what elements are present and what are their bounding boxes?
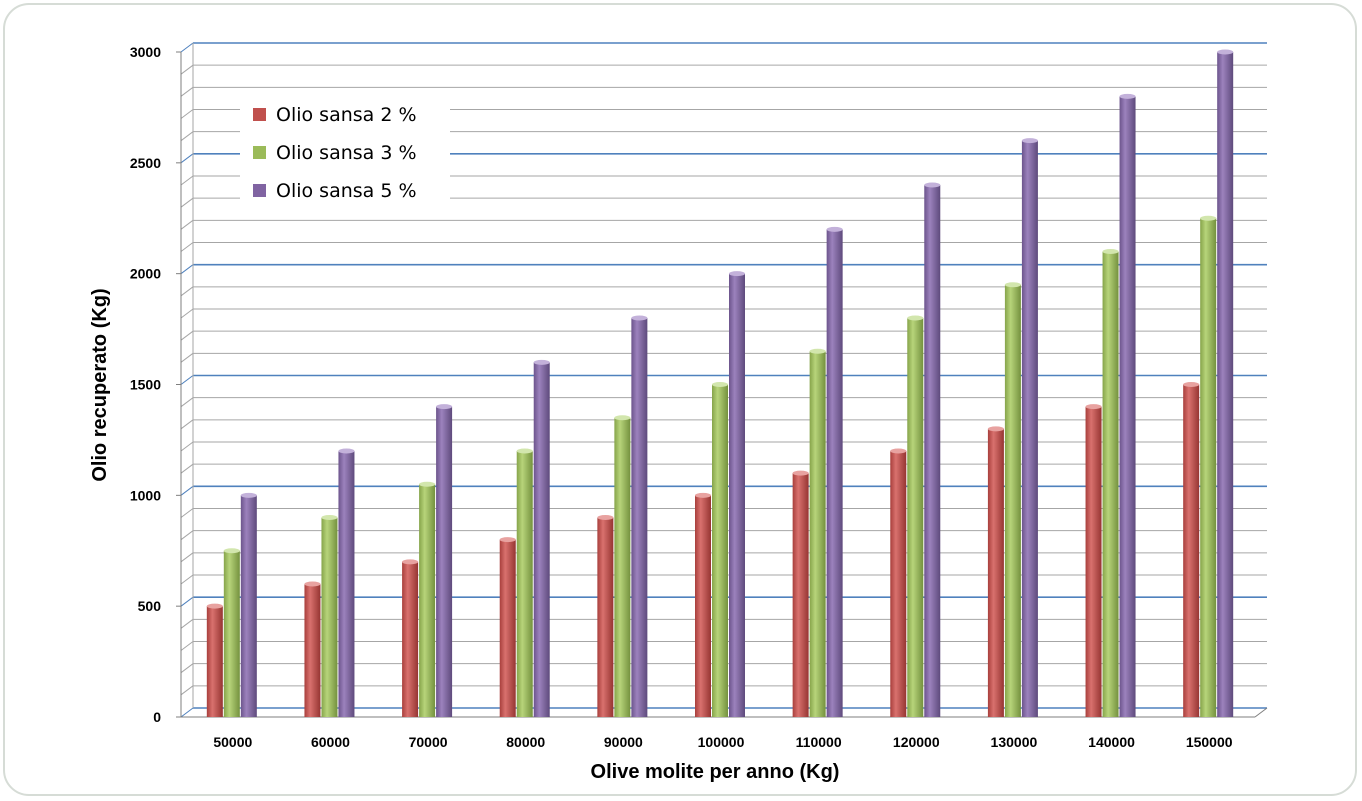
bar-olio-sansa-2- — [304, 581, 321, 717]
side-gridline — [180, 131, 194, 142]
legend-label: Olio sansa 2 % — [276, 104, 417, 126]
side-gridline — [180, 219, 194, 230]
bar-olio-sansa-3- — [809, 348, 826, 717]
bar-olio-sansa-3- — [1200, 215, 1217, 717]
side-gridline — [180, 485, 194, 496]
bar-olio-sansa-3- — [419, 481, 436, 717]
side-gridline — [180, 197, 194, 208]
side-gridline — [180, 109, 194, 119]
bar-olio-sansa-5- — [338, 448, 355, 717]
bar-olio-sansa-5- — [436, 404, 453, 717]
bar-olio-sansa-2- — [1183, 382, 1200, 717]
y-tick-label: 2500 — [130, 155, 161, 171]
bar-olio-sansa-3- — [1102, 249, 1119, 717]
side-gridline — [180, 596, 194, 607]
side-gridline — [180, 618, 194, 629]
bar-olio-sansa-3- — [223, 548, 240, 717]
bars — [206, 49, 1234, 718]
legend-label: Olio sansa 5 % — [276, 180, 417, 202]
bar-olio-sansa-2- — [792, 470, 809, 717]
bar-olio-sansa-5- — [533, 359, 550, 717]
side-gridline — [180, 352, 194, 363]
bar-olio-sansa-5- — [1217, 49, 1234, 717]
side-gridline — [180, 663, 194, 674]
side-gridline — [180, 175, 194, 186]
side-gridline — [180, 707, 194, 718]
legend-swatch — [253, 184, 266, 197]
x-tick-label: 50000 — [213, 734, 252, 750]
side-gridline — [180, 286, 194, 297]
bar-olio-sansa-2- — [890, 448, 907, 717]
side-gridline — [180, 641, 194, 651]
x-axis-title: Olive molite per anno (Kg) — [591, 761, 840, 783]
bar-olio-sansa-3- — [712, 382, 728, 717]
x-tick-label: 150000 — [1186, 734, 1233, 750]
bar-olio-sansa-5- — [240, 492, 257, 717]
side-gridline — [180, 86, 194, 97]
legend: Olio sansa 2 % Olio sansa 3 % Olio sansa 5… — [240, 96, 450, 208]
side-gridline — [180, 42, 194, 53]
bar-olio-sansa-3- — [321, 515, 338, 717]
bar-olio-sansa-2- — [499, 537, 516, 717]
bar-olio-sansa-2- — [206, 603, 223, 717]
bar-olio-sansa-2- — [402, 559, 419, 717]
bar-olio-sansa-3- — [614, 415, 631, 717]
legend-swatch — [253, 146, 266, 159]
bar-olio-sansa-5- — [729, 271, 745, 717]
side-gridline — [180, 685, 194, 696]
side-gridline — [180, 308, 194, 319]
bar-olio-sansa-2- — [987, 426, 1004, 717]
bar-olio-sansa-3- — [907, 315, 924, 717]
y-tick-label: 1500 — [130, 377, 161, 393]
legend-background — [240, 96, 450, 208]
side-gridline — [180, 530, 194, 541]
side-gridline — [180, 508, 194, 518]
legend-label: Olio sansa 3 % — [276, 142, 417, 164]
y-tick-label: 3000 — [130, 44, 161, 60]
x-tick-label: 80000 — [506, 734, 545, 750]
x-tick-label: 90000 — [604, 734, 643, 750]
y-tick-label: 2000 — [130, 266, 161, 282]
side-gridline — [180, 441, 194, 452]
side-gridline — [180, 153, 194, 164]
x-tick-label: 120000 — [893, 734, 940, 750]
y-tick-label: 0 — [153, 709, 161, 725]
side-gridline — [180, 375, 194, 385]
side-gridline — [180, 64, 194, 75]
x-tick-label: 100000 — [698, 734, 745, 750]
bar-olio-sansa-5- — [631, 315, 648, 717]
bar-olio-sansa-2- — [1085, 404, 1102, 717]
bar-olio-sansa-5- — [1021, 138, 1038, 717]
side-gridline — [180, 463, 194, 474]
side-gridline — [180, 264, 194, 275]
x-tick-label: 70000 — [409, 734, 448, 750]
side-gridline — [180, 574, 194, 585]
x-tick-label: 130000 — [991, 734, 1038, 750]
side-gridline — [180, 397, 194, 408]
x-tick-label: 60000 — [311, 734, 350, 750]
side-gridline — [180, 419, 194, 430]
bar-olio-sansa-5- — [826, 226, 843, 718]
bar-olio-sansa-2- — [695, 492, 711, 717]
bar-olio-sansa-2- — [597, 515, 614, 717]
tick-labels: 0 500 1000 1500 2000 2500 3000 50000 60000 70000 8… — [130, 44, 1233, 750]
bar-olio-sansa-3- — [516, 448, 533, 717]
y-tick-label: 1000 — [130, 487, 161, 503]
y-tick-label: 500 — [138, 598, 162, 614]
side-gridline — [180, 242, 194, 252]
bar-olio-sansa-5- — [924, 182, 941, 717]
x-tick-label: 140000 — [1088, 734, 1135, 750]
x-tick-label: 110000 — [796, 734, 842, 750]
floor-edge — [1254, 707, 1268, 718]
bar-olio-sansa-3- — [1004, 282, 1021, 717]
bar-olio-sansa-5- — [1119, 93, 1136, 718]
y-axis-title: Olio recuperato (Kg) — [89, 288, 111, 481]
side-gridline — [180, 330, 194, 341]
legend-swatch — [253, 108, 266, 121]
side-gridline — [180, 552, 194, 563]
